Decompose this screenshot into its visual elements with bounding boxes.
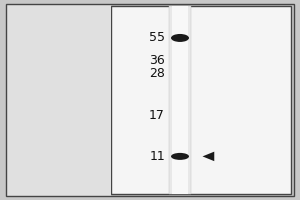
Ellipse shape — [171, 34, 189, 42]
Text: 17: 17 — [149, 109, 165, 122]
Text: 11: 11 — [149, 150, 165, 163]
Text: 55: 55 — [149, 31, 165, 44]
Polygon shape — [202, 152, 214, 161]
Text: 28: 28 — [149, 67, 165, 80]
FancyBboxPatch shape — [169, 6, 191, 194]
FancyBboxPatch shape — [6, 4, 111, 196]
Ellipse shape — [171, 153, 189, 160]
FancyBboxPatch shape — [111, 6, 291, 194]
FancyBboxPatch shape — [172, 6, 188, 194]
Text: 36: 36 — [149, 54, 165, 67]
